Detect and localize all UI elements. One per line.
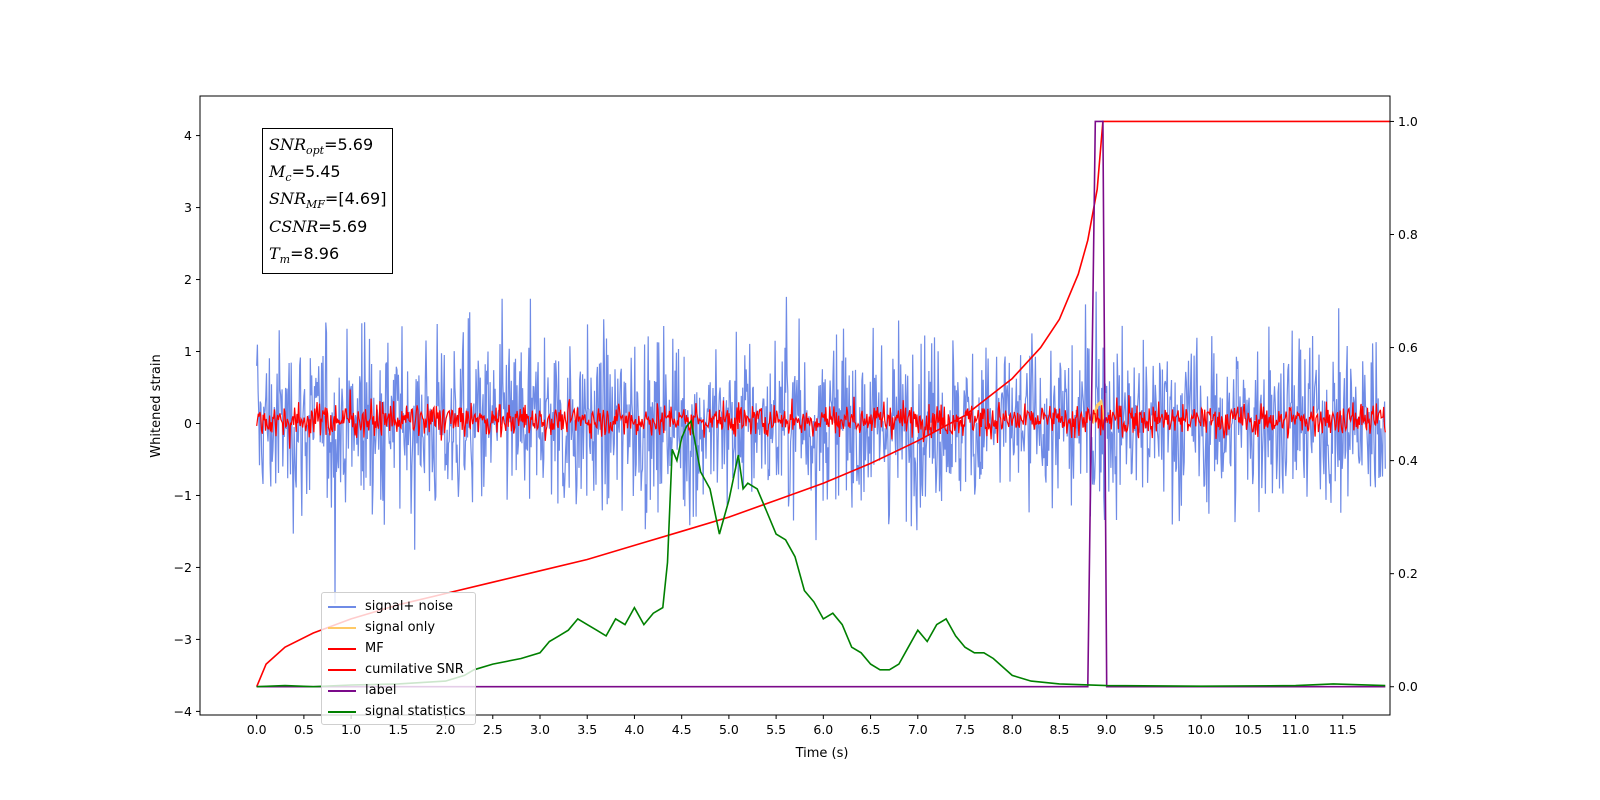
x-tick-label: 2.0	[436, 722, 456, 737]
stat-csnr: CSNR=5.69	[269, 216, 386, 243]
x-tick-label: 5.0	[719, 722, 739, 737]
x-tick-label: 9.5	[1144, 722, 1164, 737]
x-tick-label: 10.0	[1187, 722, 1215, 737]
x-tick-label: 8.0	[1002, 722, 1022, 737]
y-axis-label: Whitened strain	[149, 354, 164, 457]
x-tick-label: 0.0	[247, 722, 267, 737]
stat-subscript: c	[285, 171, 292, 185]
x-tick-label: 11.0	[1282, 722, 1310, 737]
x-tick-label: 0.5	[294, 722, 314, 737]
x-tick-label: 9.0	[1097, 722, 1117, 737]
stat-subscript: opt	[306, 144, 325, 158]
stat-value: =8.96	[290, 243, 340, 263]
stat-symbol: M	[269, 162, 286, 182]
series-signal-noise	[256, 291, 1386, 604]
y2-tick-label: 1.0	[1398, 114, 1418, 129]
legend-item-signal-statistics: signal statistics	[322, 701, 475, 722]
x-tick-label: 4.0	[624, 722, 644, 737]
legend-label: cumilative SNR	[365, 662, 464, 677]
stat-symbol: SNR	[269, 135, 307, 154]
x-tick-label: 6.5	[861, 722, 881, 737]
legend-swatch	[328, 605, 356, 608]
x-tick-label: 1.0	[341, 722, 361, 737]
stat-mc: Mc=5.45	[269, 161, 386, 188]
x-tick-label: 7.0	[908, 722, 928, 737]
stat-subscript: MF	[306, 198, 325, 212]
y2-tick-label: 0.6	[1398, 340, 1418, 355]
legend-swatch	[328, 710, 356, 713]
x-tick-label: 4.5	[672, 722, 692, 737]
y-tick-label: 1	[184, 344, 192, 359]
x-tick-label: 5.5	[766, 722, 786, 737]
series-mf	[256, 389, 1386, 449]
legend-label: signal statistics	[365, 704, 466, 719]
legend-swatch	[328, 668, 356, 671]
y2-tick-label: 0.4	[1398, 453, 1418, 468]
legend-item-signal-noise: signal+ noise	[322, 596, 475, 617]
legend: signal+ noise signal only MF cumilative …	[321, 592, 476, 725]
x-tick-label: 3.5	[577, 722, 597, 737]
x-tick-label: 8.5	[1049, 722, 1069, 737]
stat-snr-mf: SNRMF=[4.69]	[269, 188, 386, 215]
y-tick-label: −1	[174, 488, 192, 503]
y-tick-label: −2	[174, 560, 192, 575]
y-tick-label: −3	[174, 632, 192, 647]
x-tick-label: 3.0	[530, 722, 550, 737]
stat-tm: Tm=8.96	[269, 243, 386, 270]
legend-item-cumulative-snr: cumilative SNR	[322, 659, 475, 680]
stat-symbol: T	[269, 243, 280, 263]
y2-tick-label: 0.2	[1398, 566, 1418, 581]
legend-swatch	[328, 689, 356, 692]
x-tick-label: 10.5	[1234, 722, 1262, 737]
stat-symbol: CSNR	[269, 216, 319, 236]
y-tick-label: 2	[184, 272, 192, 287]
x-tick-label: 1.5	[388, 722, 408, 737]
stat-value: =5.69	[318, 216, 368, 236]
y-tick-label: 0	[184, 416, 192, 431]
legend-label: label	[365, 683, 397, 698]
series-label	[256, 120, 1386, 688]
legend-label: signal only	[365, 620, 436, 635]
series-signal-statistics	[256, 419, 1386, 688]
stat-value: =5.69	[324, 135, 374, 154]
legend-swatch	[328, 626, 356, 629]
y2-tick-label: 0.0	[1398, 679, 1418, 694]
legend-label: signal+ noise	[365, 599, 454, 614]
stat-snr-opt: SNRopt=5.69	[269, 134, 386, 161]
legend-swatch	[328, 647, 356, 650]
x-tick-label: 11.5	[1329, 722, 1357, 737]
stat-value: =5.45	[291, 162, 341, 182]
x-axis-label: Time (s)	[795, 746, 849, 761]
stat-subscript: m	[279, 252, 291, 266]
legend-label: MF	[365, 641, 384, 656]
stats-box: SNRopt=5.69 Mc=5.45 SNRMF=[4.69] CSNR=5.…	[262, 128, 394, 274]
stat-value: =[4.69]	[324, 189, 387, 209]
legend-item-signal-only: signal only	[322, 617, 475, 638]
x-tick-label: 6.0	[813, 722, 833, 737]
x-tick-label: 7.5	[955, 722, 975, 737]
stat-symbol: SNR	[269, 189, 307, 209]
y-tick-label: 3	[184, 200, 192, 215]
ticks: 0.0 0.5 1.0 1.5 2.0 2.5 3.0 3.5 4.0 4.5 5.0 5.5 6.0 6…	[174, 114, 1418, 737]
y-tick-label: −4	[174, 704, 192, 719]
legend-item-mf: MF	[322, 638, 475, 659]
axes-frame	[199, 95, 1391, 716]
legend-item-label: label	[322, 680, 475, 701]
x-tick-label: 2.5	[483, 722, 503, 737]
y-tick-label: 4	[184, 128, 192, 143]
y2-tick-label: 0.8	[1398, 227, 1418, 242]
